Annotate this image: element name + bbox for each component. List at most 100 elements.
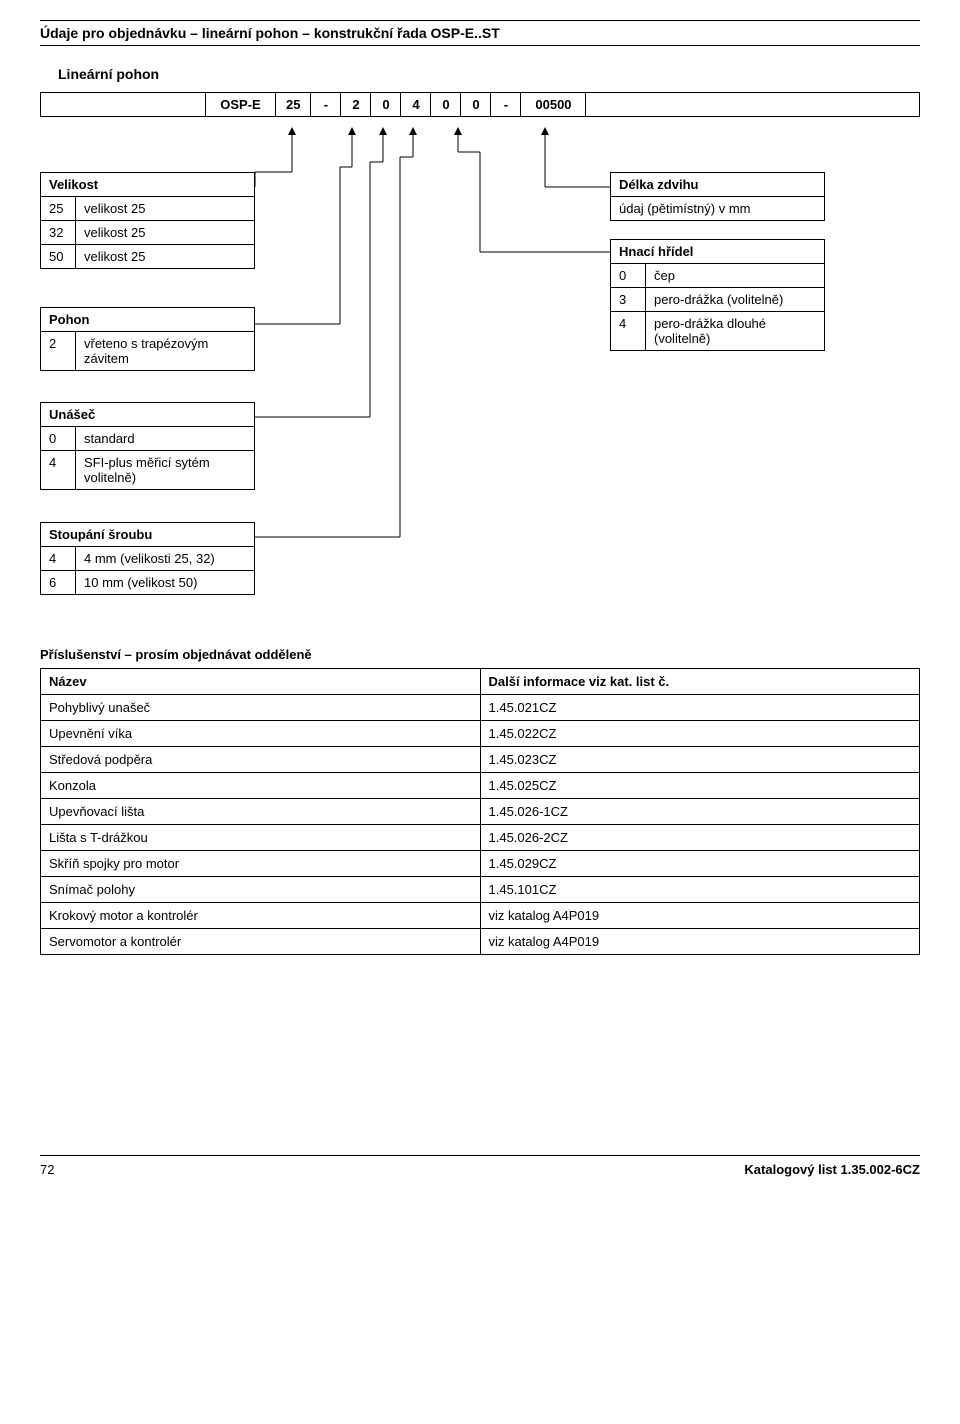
order-code-c4: 0 <box>371 93 401 116</box>
table-row: 0 čep <box>611 264 824 288</box>
order-code-label: OSP-E <box>206 93 276 116</box>
box-stoupani-title: Stoupání šroubu <box>41 523 254 547</box>
acc-ref: 1.45.022CZ <box>480 721 920 747</box>
order-code-c6: 0 <box>431 93 461 116</box>
acc-ref: 1.45.026-1CZ <box>480 799 920 825</box>
section-title: Lineární pohon <box>58 66 920 82</box>
box-unasec-title: Unášeč <box>41 403 254 427</box>
acc-name: Skříň spojky pro motor <box>41 851 481 877</box>
table-row: Snímač polohy1.45.101CZ <box>41 877 920 903</box>
acc-ref: 1.45.025CZ <box>480 773 920 799</box>
order-code-c1: 25 <box>276 93 311 116</box>
accessories-table: Název Další informace viz kat. list č. P… <box>40 668 920 955</box>
acc-ref: viz katalog A4P019 <box>480 903 920 929</box>
box-pohon-title: Pohon <box>41 308 254 332</box>
cell-val: velikost 25 <box>76 221 254 244</box>
box-delka: Délka zdvihu údaj (pětimístný) v mm <box>610 172 825 221</box>
cell-val: pero-drážka (volitelně) <box>646 288 824 311</box>
acc-name: Pohyblivý unašeč <box>41 695 481 721</box>
acc-name: Krokový motor a kontrolér <box>41 903 481 929</box>
cell-key: 2 <box>41 332 76 370</box>
acc-name: Konzola <box>41 773 481 799</box>
table-row: Upevnění víka1.45.022CZ <box>41 721 920 747</box>
cell-val: 10 mm (velikost 50) <box>76 571 254 594</box>
box-hridel-title: Hnací hřídel <box>611 240 824 264</box>
table-row: 4 pero-drážka dlouhé (volitelně) <box>611 312 824 350</box>
table-row: 50 velikost 25 <box>41 245 254 268</box>
col-name-header: Název <box>41 669 481 695</box>
cell-val: SFI-plus měřicí sytém volitelně) <box>76 451 254 489</box>
order-code-row: OSP-E 25 - 2 0 4 0 0 - 00500 <box>40 92 920 117</box>
cell-key: 32 <box>41 221 76 244</box>
catalog-number: Katalogový list 1.35.002-6CZ <box>744 1162 920 1177</box>
cell-val: čep <box>646 264 824 287</box>
order-code-c8: - <box>491 93 521 116</box>
box-pohon: Pohon 2 vřeteno s trapézovým závitem <box>40 307 255 371</box>
acc-name: Upevnění víka <box>41 721 481 747</box>
table-row: 2 vřeteno s trapézovým závitem <box>41 332 254 370</box>
cell-key: 50 <box>41 245 76 268</box>
acc-ref: viz katalog A4P019 <box>480 929 920 955</box>
cell-key: 4 <box>611 312 646 350</box>
page-footer: 72 Katalogový list 1.35.002-6CZ <box>40 1155 920 1177</box>
acc-ref: 1.45.021CZ <box>480 695 920 721</box>
acc-ref: 1.45.023CZ <box>480 747 920 773</box>
page-number: 72 <box>40 1162 54 1177</box>
cell-key: 4 <box>41 547 76 570</box>
cell-val: pero-drážka dlouhé (volitelně) <box>646 312 824 350</box>
order-code-c9: 00500 <box>521 93 586 116</box>
cell-val: standard <box>76 427 254 450</box>
order-code-c3: 2 <box>341 93 371 116</box>
acc-name: Lišta s T-drážkou <box>41 825 481 851</box>
table-row: Upevňovací lišta1.45.026-1CZ <box>41 799 920 825</box>
cell-key: 0 <box>611 264 646 287</box>
cell-val: 4 mm (velikosti 25, 32) <box>76 547 254 570</box>
box-unasec: Unášeč 0 standard 4 SFI-plus měřicí syté… <box>40 402 255 490</box>
table-row: 25 velikost 25 <box>41 197 254 221</box>
order-code-c2: - <box>311 93 341 116</box>
table-row: Skříň spojky pro motor1.45.029CZ <box>41 851 920 877</box>
table-row: 4 4 mm (velikosti 25, 32) <box>41 547 254 571</box>
table-row: Konzola1.45.025CZ <box>41 773 920 799</box>
acc-ref: 1.45.101CZ <box>480 877 920 903</box>
table-row: Krokový motor a kontrolérviz katalog A4P… <box>41 903 920 929</box>
box-velikost: Velikost 25 velikost 25 32 velikost 25 5… <box>40 172 255 269</box>
cell-key: 25 <box>41 197 76 220</box>
cell-key: 4 <box>41 451 76 489</box>
cell-val: velikost 25 <box>76 197 254 220</box>
acc-name: Servomotor a kontrolér <box>41 929 481 955</box>
table-row: Středová podpěra1.45.023CZ <box>41 747 920 773</box>
acc-name: Snímač polohy <box>41 877 481 903</box>
table-row: 3 pero-drážka (volitelně) <box>611 288 824 312</box>
cell-key: 3 <box>611 288 646 311</box>
table-row: 32 velikost 25 <box>41 221 254 245</box>
page-header: Údaje pro objednávku – lineární pohon – … <box>40 20 920 46</box>
cell-key: 6 <box>41 571 76 594</box>
cell-val: velikost 25 <box>76 245 254 268</box>
table-header-row: Název Další informace viz kat. list č. <box>41 669 920 695</box>
acc-ref: 1.45.026-2CZ <box>480 825 920 851</box>
table-row: 6 10 mm (velikost 50) <box>41 571 254 594</box>
acc-name: Středová podpěra <box>41 747 481 773</box>
cell-val: vřeteno s trapézovým závitem <box>76 332 254 370</box>
acc-ref: 1.45.029CZ <box>480 851 920 877</box>
cell-key: 0 <box>41 427 76 450</box>
order-code-pad <box>41 93 206 116</box>
box-delka-text: údaj (pětimístný) v mm <box>611 197 824 220</box>
box-delka-title: Délka zdvihu <box>611 173 824 197</box>
order-code-c5: 4 <box>401 93 431 116</box>
table-row: 0 standard <box>41 427 254 451</box>
diagram-area: Velikost 25 velikost 25 32 velikost 25 5… <box>40 127 920 647</box>
table-row: Lišta s T-drážkou1.45.026-2CZ <box>41 825 920 851</box>
box-stoupani: Stoupání šroubu 4 4 mm (velikosti 25, 32… <box>40 522 255 595</box>
acc-name: Upevňovací lišta <box>41 799 481 825</box>
table-row: Pohyblivý unašeč1.45.021CZ <box>41 695 920 721</box>
accessories-title: Příslušenství – prosím objednávat odděle… <box>40 647 920 662</box>
table-row: Servomotor a kontrolérviz katalog A4P019 <box>41 929 920 955</box>
order-code-rest <box>586 93 919 116</box>
box-velikost-title: Velikost <box>41 173 254 197</box>
order-code-c7: 0 <box>461 93 491 116</box>
table-row: 4 SFI-plus měřicí sytém volitelně) <box>41 451 254 489</box>
col-ref-header: Další informace viz kat. list č. <box>480 669 920 695</box>
box-hridel: Hnací hřídel 0 čep 3 pero-drážka (volite… <box>610 239 825 351</box>
